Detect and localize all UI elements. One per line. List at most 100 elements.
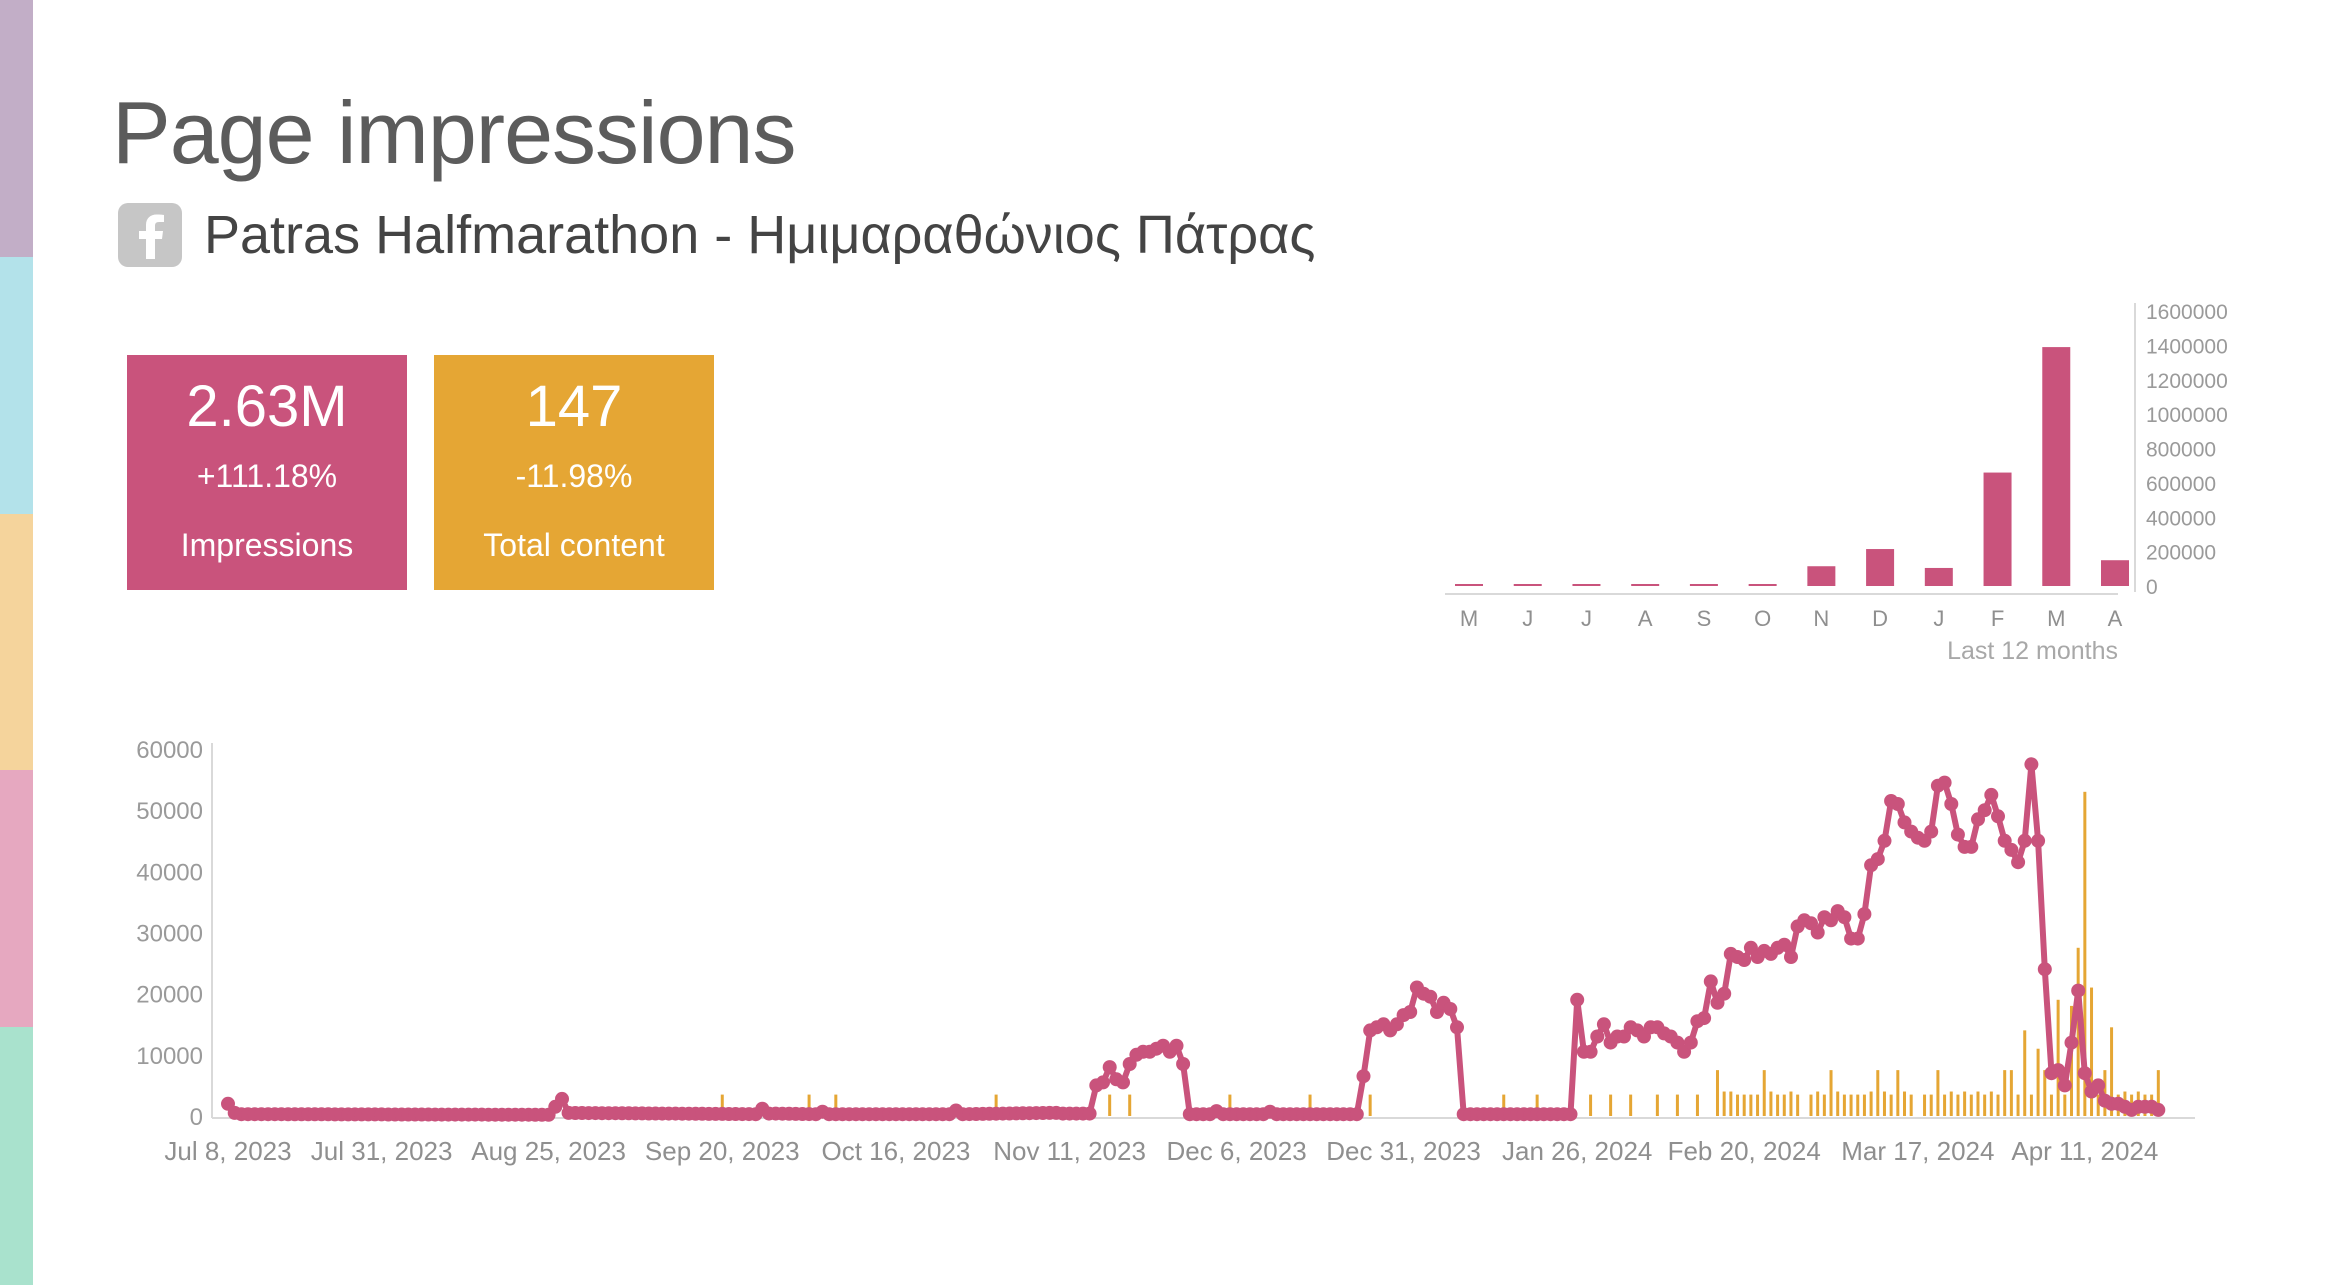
daily-content-bar [2036,1048,2040,1116]
daily-impressions-point [1683,1035,1698,1050]
daily-y-tick-label: 60000 [136,737,203,764]
daily-impressions-point [1984,787,1999,802]
daily-impressions-point [1423,989,1438,1004]
daily-content-bar [1789,1091,1793,1116]
daily-impressions-point [1590,1029,1605,1044]
monthly-bar [2042,347,2071,586]
daily-content-bar [1869,1091,1873,1116]
daily-content-bar [2083,791,2087,1116]
daily-content-bar [1762,1070,1766,1116]
daily-impressions-point [1964,839,1979,854]
daily-content-bar [1782,1094,1786,1116]
daily-impressions-point [1890,797,1905,811]
daily-impressions-point [1857,907,1872,922]
daily-content-bar [1816,1091,1820,1116]
monthly-bar [1631,584,1660,586]
daily-x-tick-label: Jul 31, 2023 [311,1136,453,1166]
daily-content-bar [1963,1091,1967,1116]
daily-content-bar [807,1094,811,1116]
facebook-icon [118,203,182,267]
monthly-bar [1455,584,1483,586]
daily-impressions-point [1096,1075,1110,1090]
daily-content-bar [2096,1094,2100,1116]
daily-y-tick-label: 0 [190,1104,203,1131]
daily-content-bar [2023,1030,2027,1116]
monthly-y-tick-label: 1200000 [2146,370,2228,393]
daily-content-bar [1108,1094,1112,1116]
daily-impressions-point [2037,962,2052,977]
daily-y-tick-label: 50000 [136,798,203,825]
daily-content-bar [1228,1094,1232,1116]
daily-impressions-point [1924,824,1939,839]
daily-content-bar [1842,1094,1846,1116]
daily-content-bar [1923,1094,1927,1116]
daily-impressions-point [1877,833,1892,848]
daily-impressions-point [1950,827,1965,842]
daily-x-tick-label: Dec 6, 2023 [1166,1136,1306,1166]
monthly-impressions-chart: 0 200000 400000 600000 800000 1000000 1200000 1… [1445,301,2228,665]
daily-content-bar [1128,1094,1132,1116]
daily-content-bar [1722,1091,1726,1116]
daily-impressions-point [1870,852,1885,867]
monthly-x-axis-label: Last 12 months [1947,637,2118,665]
daily-content-bar [2110,1027,2114,1116]
total-content-change: -11.98% [515,458,633,494]
daily-y-tick-label: 10000 [136,1043,203,1070]
daily-impressions-point [2151,1102,2166,1117]
daily-content-bar [1929,1094,1933,1116]
monthly-y-tick-label: 0 [2146,576,2158,599]
monthly-x-tick-label: A [2108,606,2123,631]
daily-content-bar [1903,1091,1907,1116]
daily-content-bar [1776,1094,1780,1116]
daily-content-bar [1949,1091,1953,1116]
facebook-glyph [139,214,164,259]
monthly-y-tick-label: 600000 [2146,473,2216,496]
monthly-y-tick-label: 200000 [2146,542,2216,565]
daily-content-bar [1729,1091,1733,1116]
daily-impressions-point [2057,1078,2072,1093]
impressions-change: +111.18% [196,458,338,494]
daily-impressions-point [1977,803,1992,818]
daily-content-bar [994,1094,998,1116]
daily-impressions-point [1116,1075,1130,1090]
daily-x-tick-label: Apr 11, 2024 [2011,1136,2158,1166]
monthly-y-tick-label: 800000 [2146,439,2216,462]
side-band-2 [0,256,33,515]
daily-content-bar [1736,1094,1740,1116]
impressions-kpi-card: 2.63M +111.18% Impressions [127,355,407,590]
monthly-x-tick-label: N [1813,606,1829,631]
daily-content-bar [2090,987,2094,1116]
total-content-value: 147 [525,374,623,439]
daily-content-bar [2076,947,2080,1116]
side-band-5 [0,1027,33,1285]
monthly-y-tick-label: 1000000 [2146,404,2228,427]
daily-content-bar [1796,1094,1800,1116]
daily-x-tick-label: Oct 16, 2023 [821,1136,970,1166]
side-band-1 [0,0,33,258]
monthly-bar [2101,560,2129,586]
page-name: Patras Halfmarathon - Ημιμαραθώνιος Πάτρ… [204,205,1316,265]
daily-impressions-point [2004,842,2019,857]
daily-content-bar [1943,1094,1947,1116]
daily-y-tick-label: 40000 [136,859,203,886]
side-band-4 [0,770,33,1029]
monthly-y-tick-label: 1600000 [2146,301,2228,324]
daily-content-bar [1989,1091,1993,1116]
daily-content-bar [1936,1070,1940,1116]
monthly-x-tick-label: M [1460,606,1478,631]
daily-impressions-point [1082,1106,1097,1121]
daily-impressions-point [1443,1002,1458,1016]
daily-content-bar [1836,1091,1840,1116]
daily-content-bar [2043,1070,2047,1116]
daily-impressions-point [1356,1069,1371,1084]
daily-impressions-point [1570,992,1585,1007]
daily-impressions-point [1697,1011,1712,1026]
daily-content-bar [1655,1094,1659,1116]
daily-content-bar [1856,1094,1860,1116]
monthly-bar [1983,472,2012,586]
daily-impressions-point [1991,809,2005,824]
monthly-bar [1807,566,1836,586]
daily-y-tick-label: 30000 [136,921,203,948]
daily-content-bar [720,1094,724,1116]
